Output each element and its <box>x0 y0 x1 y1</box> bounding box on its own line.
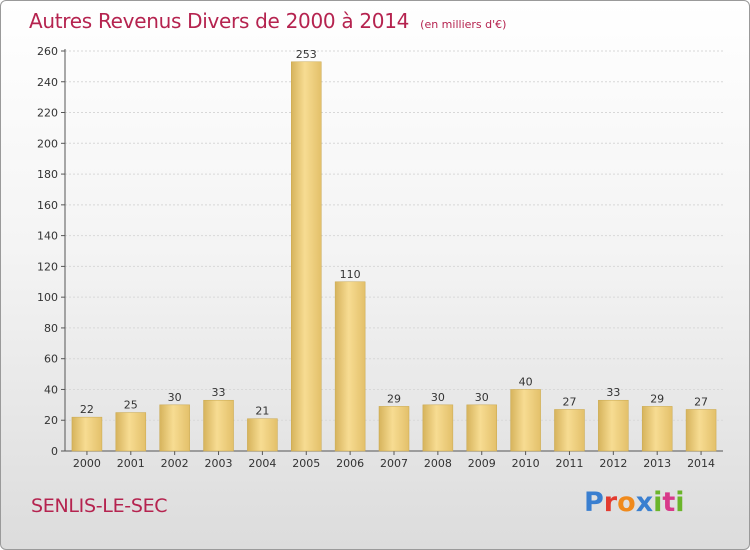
y-tick-label: 240 <box>37 76 58 89</box>
y-tick-label: 180 <box>37 168 58 181</box>
proxiti-logo[interactable]: Proxiti <box>584 487 685 518</box>
grid-lines <box>65 51 723 451</box>
x-tick-label: 2014 <box>687 457 715 470</box>
x-tick-label: 2000 <box>73 457 101 470</box>
bar-2011 <box>554 409 584 451</box>
logo-letter: r <box>604 487 617 518</box>
bar-2003 <box>204 400 234 451</box>
x-tick-label: 2012 <box>599 457 627 470</box>
y-tick-label: 80 <box>44 322 58 335</box>
y-tick-label: 100 <box>37 291 58 304</box>
logo-letter: P <box>584 487 604 518</box>
x-tick-label: 2005 <box>292 457 320 470</box>
y-tick-label: 120 <box>37 260 58 273</box>
data-label-2007: 29 <box>387 392 401 405</box>
y-tick-label: 140 <box>37 230 58 243</box>
data-label-2000: 22 <box>80 403 94 416</box>
logo-letter: o <box>617 487 636 518</box>
y-tick-label: 260 <box>37 45 58 58</box>
logo-letter: i <box>675 487 684 518</box>
data-label-2010: 40 <box>519 375 533 388</box>
x-tick-label: 2006 <box>336 457 364 470</box>
bar-2014 <box>686 409 716 451</box>
x-tick-label: 2008 <box>424 457 452 470</box>
bar-2006 <box>335 282 365 451</box>
bar-2002 <box>160 405 190 451</box>
y-tick-label: 0 <box>51 445 58 458</box>
y-tick-label: 40 <box>44 383 58 396</box>
logo-letter: i <box>653 487 662 518</box>
y-tick-label: 60 <box>44 353 58 366</box>
data-label-2001: 25 <box>124 399 138 412</box>
bar-2009 <box>467 405 497 451</box>
labels: 22 25 30 33 21 253 110 29 30 30 40 27 33 29 27 <box>80 48 708 418</box>
logo-letter: x <box>636 487 653 518</box>
y-tick-label: 220 <box>37 107 58 120</box>
data-label-2003: 33 <box>212 386 226 399</box>
y-tick-label: 200 <box>37 137 58 150</box>
bar-2012 <box>598 400 628 451</box>
data-label-2002: 30 <box>168 391 182 404</box>
x-tick-label: 2011 <box>555 457 583 470</box>
city-name: SENLIS-LE-SEC <box>31 495 167 517</box>
x-tick-label: 2001 <box>117 457 145 470</box>
data-label-2004: 21 <box>255 405 269 418</box>
data-label-2013: 29 <box>650 392 664 405</box>
y-tick-label: 160 <box>37 199 58 212</box>
data-label-2011: 27 <box>562 395 576 408</box>
bar-2007 <box>379 406 409 451</box>
data-label-2009: 30 <box>475 391 489 404</box>
bar-2010 <box>511 389 541 451</box>
x-tick-label: 2003 <box>205 457 233 470</box>
data-label-2014: 27 <box>694 395 708 408</box>
x-tick-label: 2007 <box>380 457 408 470</box>
bar-2000 <box>72 417 102 451</box>
data-label-2005: 253 <box>296 48 317 61</box>
data-label-2008: 30 <box>431 391 445 404</box>
data-label-2012: 33 <box>606 386 620 399</box>
bar-2005 <box>291 62 321 451</box>
data-label-2006: 110 <box>340 268 361 281</box>
x-tick-label: 2013 <box>643 457 671 470</box>
x-tick-label: 2004 <box>248 457 276 470</box>
x-tick-label: 2002 <box>161 457 189 470</box>
bar-2004 <box>247 419 277 451</box>
logo-letter: t <box>662 487 675 518</box>
bar-2013 <box>642 406 672 451</box>
y-tick-label: 20 <box>44 414 58 427</box>
x-tick-label: 2010 <box>512 457 540 470</box>
x-tick-label: 2009 <box>468 457 496 470</box>
bar-2001 <box>116 413 146 451</box>
bar-2008 <box>423 405 453 451</box>
